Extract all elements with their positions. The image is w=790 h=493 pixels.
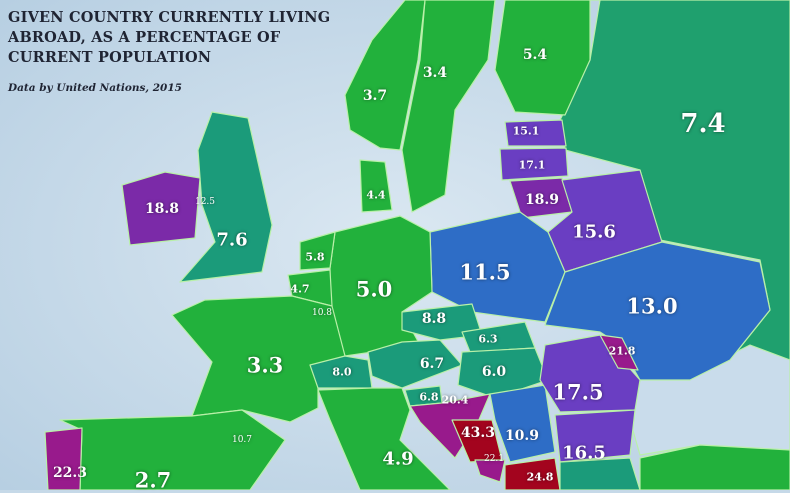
country-turkey bbox=[639, 444, 790, 490]
label-lithuania: 18.9 bbox=[524, 192, 560, 208]
label-luxembourg: 10.8 bbox=[311, 308, 333, 318]
label-slovakia: 6.3 bbox=[478, 332, 498, 346]
label-germany: 5.0 bbox=[355, 276, 393, 302]
country-finland bbox=[494, 0, 591, 116]
country-italy bbox=[317, 387, 451, 490]
title-line: CURRENT POPULATION bbox=[8, 49, 212, 66]
country-norway bbox=[344, 0, 426, 151]
country-portugal bbox=[44, 427, 83, 490]
label-isle-of-man: 12.5 bbox=[194, 197, 216, 207]
label-croatia: 20.4 bbox=[441, 393, 469, 407]
label-serbia: 10.9 bbox=[504, 428, 540, 444]
label-uk: 7.6 bbox=[216, 229, 248, 251]
country-netherlands bbox=[299, 231, 336, 271]
label-bosnia: 43.3 bbox=[460, 425, 496, 441]
label-moldova: 21.8 bbox=[608, 344, 636, 358]
label-montenegro: 22.1 bbox=[483, 454, 505, 464]
label-norway: 3.7 bbox=[362, 88, 388, 104]
label-belgium: 4.7 bbox=[290, 282, 310, 296]
country-switzerland bbox=[309, 355, 373, 389]
country-north-macedonia bbox=[504, 457, 561, 490]
label-romania: 17.5 bbox=[552, 379, 604, 405]
map-subtitle: Data by United Nations, 2015 bbox=[8, 82, 182, 94]
label-slovenia: 6.8 bbox=[419, 390, 439, 404]
country-denmark bbox=[359, 159, 393, 213]
map-title: GIVEN COUNTRY CURRENTLY LIVING ABROAD, A… bbox=[8, 8, 330, 68]
label-ireland: 18.8 bbox=[144, 201, 180, 217]
title-line: GIVEN COUNTRY CURRENTLY LIVING bbox=[8, 9, 331, 26]
country-spain bbox=[59, 409, 286, 490]
label-portugal: 22.3 bbox=[52, 465, 88, 481]
country-bulgaria bbox=[554, 409, 636, 463]
label-austria: 6.7 bbox=[419, 356, 445, 372]
label-hungary: 6.0 bbox=[481, 364, 507, 380]
country-greece bbox=[559, 457, 641, 490]
label-sweden: 3.4 bbox=[422, 65, 448, 81]
label-italy: 4.9 bbox=[382, 448, 414, 470]
label-north-macedonia: 24.8 bbox=[526, 470, 554, 484]
country-ireland bbox=[121, 171, 201, 246]
label-poland: 11.5 bbox=[459, 259, 511, 285]
title-line: ABROAD, AS A PERCENTAGE OF bbox=[8, 29, 281, 46]
country-czechia bbox=[401, 303, 483, 341]
country-serbia bbox=[489, 384, 556, 463]
label-netherlands: 5.8 bbox=[305, 250, 325, 264]
label-spain: 2.7 bbox=[134, 467, 172, 493]
label-france: 3.3 bbox=[246, 352, 284, 378]
label-russia: 7.4 bbox=[680, 109, 726, 139]
label-estonia: 15.1 bbox=[512, 124, 540, 138]
country-estonia bbox=[504, 119, 567, 147]
label-finland: 5.4 bbox=[522, 47, 548, 63]
label-switzerland: 8.0 bbox=[332, 365, 352, 379]
country-latvia bbox=[499, 147, 569, 181]
label-czechia: 8.8 bbox=[421, 311, 447, 327]
label-latvia: 17.1 bbox=[518, 158, 546, 172]
country-sweden bbox=[401, 0, 496, 213]
label-andorra: 10.7 bbox=[231, 435, 253, 445]
label-belarus: 15.6 bbox=[572, 221, 616, 243]
label-ukraine: 13.0 bbox=[626, 293, 678, 319]
country-moldova bbox=[599, 334, 639, 371]
label-bulgaria: 16.5 bbox=[562, 442, 606, 464]
label-denmark: 4.4 bbox=[366, 188, 386, 202]
country-montenegro bbox=[474, 459, 506, 483]
